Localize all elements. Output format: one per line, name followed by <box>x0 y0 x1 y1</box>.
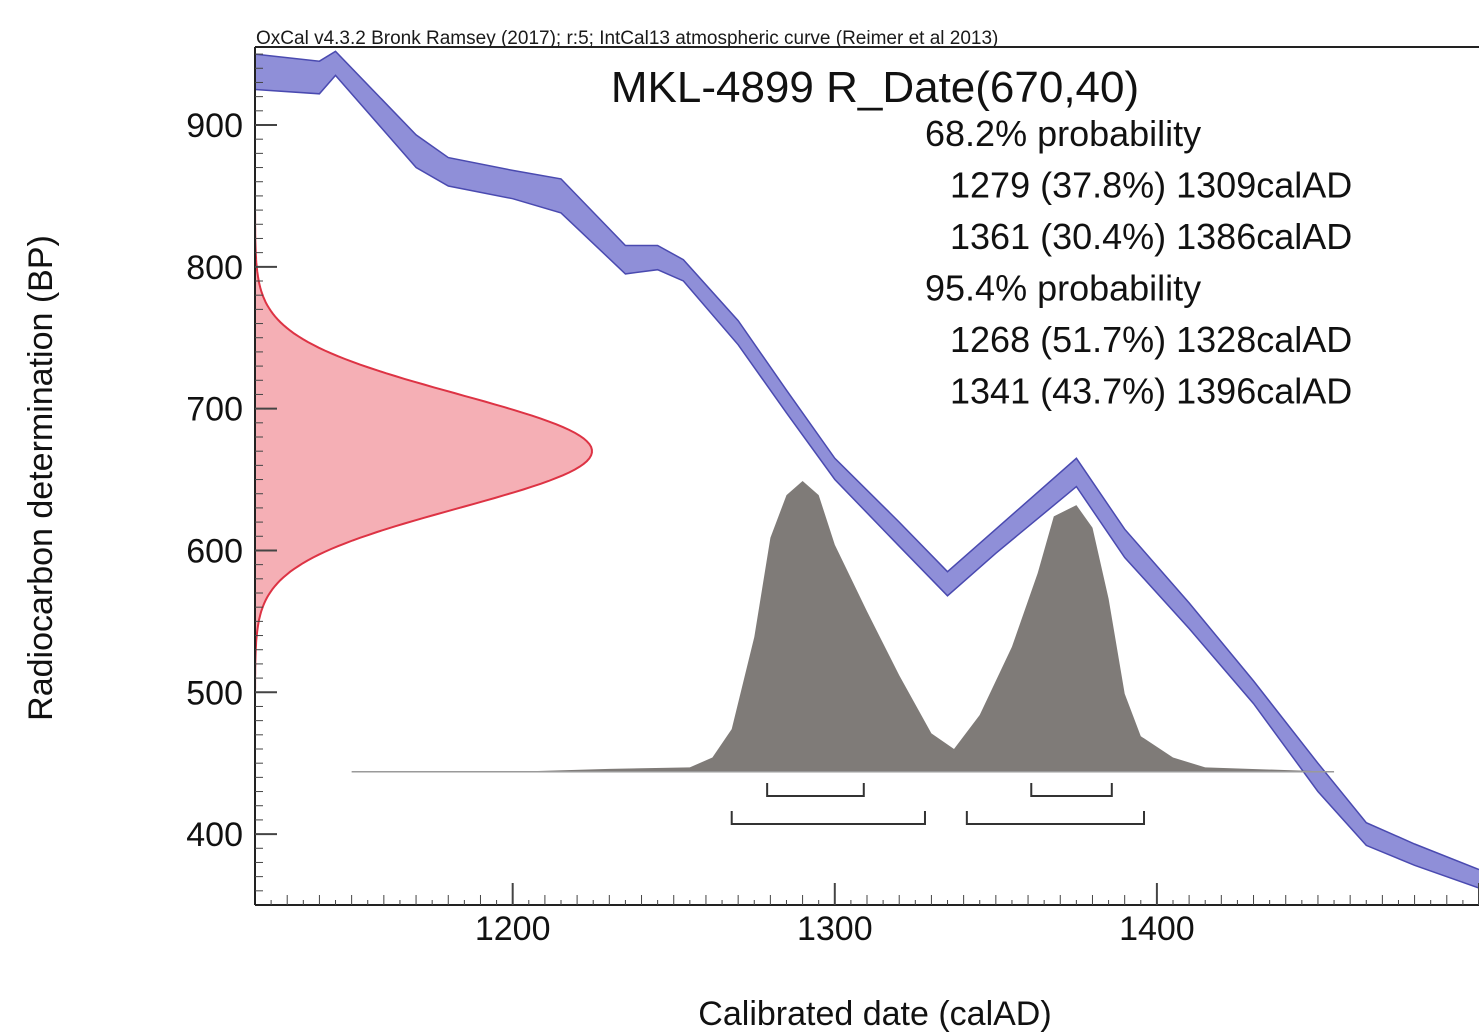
y-tick-label: 900 <box>186 107 243 145</box>
probability-heading-text: 68.2% probability <box>925 113 1201 154</box>
y-tick-label: 700 <box>186 391 243 429</box>
range-95-bracket-2 <box>965 811 1146 825</box>
range-95-bracket-1 <box>730 811 926 825</box>
calibration-curve-lower <box>255 74 1479 889</box>
y-tick-label: 600 <box>186 532 243 570</box>
x-axis-label: Calibrated date (calAD) <box>698 995 1051 1033</box>
chart-title: MKL-4899 R_Date(670,40) <box>611 63 1139 112</box>
range-68-bracket-1 <box>766 783 865 797</box>
y-tick-label: 400 <box>186 816 243 854</box>
calibration-curve-upper <box>255 50 1479 871</box>
x-tick-label: 1200 <box>475 910 551 948</box>
calibrated-date-distribution <box>351 481 1335 772</box>
y-tick-label: 500 <box>186 674 243 712</box>
oxcal-credit: OxCal v4.3.2 Bronk Ramsey (2017); r:5; I… <box>256 28 998 49</box>
probability-summary: 68.2% probability 1279 (37.8%) 1309calAD 1… <box>925 113 1352 412</box>
radiocarbon-measurement-curve <box>255 47 593 905</box>
x-tick-label: 1400 <box>1119 910 1195 948</box>
plot-area <box>255 47 1479 905</box>
probability-range-text: 1341 (43.7%) 1396calAD <box>950 371 1352 412</box>
probability-range-text: 1361 (30.4%) 1386calAD <box>950 216 1352 257</box>
probability-range-text: 1279 (37.8%) 1309calAD <box>950 165 1352 206</box>
probability-range-text: 1268 (51.7%) 1328calAD <box>950 319 1352 360</box>
y-axis-label: Radiocarbon determination (BP) <box>22 235 60 721</box>
y-tick-label: 800 <box>186 249 243 287</box>
range-68-bracket-2 <box>1030 783 1113 797</box>
plot-content <box>255 47 1479 905</box>
axes: 400 500 600 700 800 900 1200 1300 1400 <box>186 46 1479 948</box>
x-tick-label: 1300 <box>797 910 873 948</box>
probability-heading-text: 95.4% probability <box>925 268 1201 309</box>
